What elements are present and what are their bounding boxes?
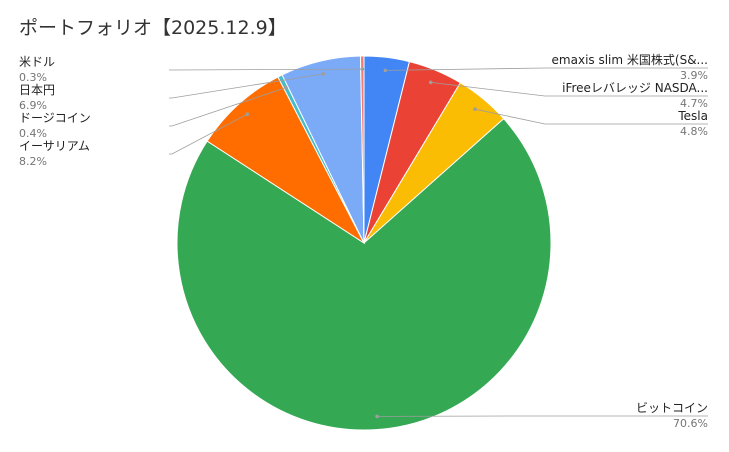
chart-title: ポートフォリオ【2025.12.9】 (19, 17, 287, 39)
slice-percent-label: 0.3% (19, 71, 47, 84)
leader-line (169, 73, 324, 99)
slice-label: Tesla (677, 109, 708, 123)
slice-percent-label: 70.6% (673, 417, 708, 430)
leader-dot (360, 67, 365, 71)
slice-label: iFreeレバレッジ NASDA... (562, 81, 708, 95)
slice-percent-label: 3.9% (680, 69, 708, 82)
slice-label: 日本円 (19, 83, 55, 97)
slice-label: emaxis slim 米国株式(S&... (552, 52, 708, 67)
pie-slice[interactable] (359, 55, 365, 244)
pie-slice[interactable] (176, 117, 552, 431)
slice-label: ドージコイン (19, 111, 91, 125)
slice-percent-label: 8.2% (19, 155, 47, 168)
leader-line (169, 68, 363, 71)
leader-line (430, 82, 708, 97)
slice-percent-label: 4.7% (680, 97, 708, 110)
pie-slice[interactable] (206, 76, 366, 245)
leader-dot (428, 80, 433, 85)
slice-percent-label: 6.9% (19, 99, 47, 112)
leader-line (169, 113, 248, 155)
slice-label: 米ドル (19, 55, 55, 69)
leader-dot (284, 85, 288, 90)
slice-label: ビットコイン (636, 401, 708, 415)
leader-line (385, 67, 708, 71)
leader-dot (321, 72, 326, 76)
slice-label: イーサリアム (19, 139, 90, 153)
slice-percent-label: 0.4% (19, 127, 47, 140)
slice-percent-label: 4.8% (680, 125, 708, 138)
leader-line (474, 108, 708, 125)
leader-line (169, 87, 287, 127)
